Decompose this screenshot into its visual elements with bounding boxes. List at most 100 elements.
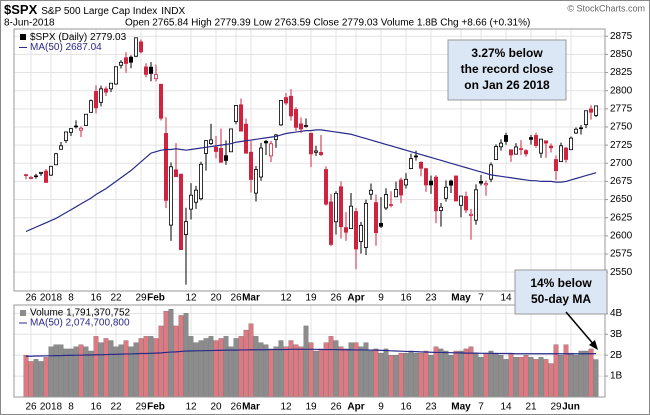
candle-body	[363, 203, 368, 248]
volume-bar	[273, 346, 279, 398]
volume-bar	[433, 346, 439, 398]
x-tick-label: 16	[90, 293, 102, 304]
candle-body	[559, 145, 564, 162]
watermark: © StockCharts.com	[567, 3, 645, 13]
volume-bar	[83, 346, 89, 398]
candle-body	[258, 147, 263, 178]
volume-bar	[238, 336, 244, 398]
volume-bar	[188, 336, 194, 398]
volume-bar	[63, 348, 69, 398]
candle-body	[524, 150, 529, 155]
legend-label: Volume 1,791,370,752	[30, 308, 131, 319]
volume-bar	[483, 352, 489, 398]
candle-body	[114, 66, 119, 85]
volume-bar	[93, 336, 99, 398]
y-tick-label: 2800	[610, 85, 633, 96]
x-tick-label: 8	[68, 402, 74, 413]
x-tick-label: 20	[210, 293, 222, 304]
x-tick-label: 16	[90, 402, 102, 413]
candle-body	[318, 152, 323, 156]
volume-bar	[528, 357, 534, 398]
candle-body	[148, 66, 153, 74]
volume-bar	[578, 350, 584, 398]
volume-bar	[323, 342, 329, 398]
volume-bar	[513, 357, 519, 398]
volume-bar	[378, 352, 384, 398]
volume-bar	[343, 348, 349, 398]
x-tick-label: 12	[185, 293, 197, 304]
x-tick-label: Jun	[562, 402, 580, 413]
volume-bar	[423, 350, 429, 398]
volume-bar	[413, 352, 419, 398]
quote: Open 2765.84 High 2779.39 Low 2763.59 Cl…	[125, 18, 530, 29]
volume-bar	[588, 348, 594, 398]
legend-label: MA(50) 2687.04	[30, 42, 102, 53]
volume-bar	[568, 352, 574, 398]
candle-body	[183, 221, 188, 235]
candle-body	[498, 142, 503, 148]
volume-bar	[48, 346, 54, 398]
candle-body	[493, 146, 498, 161]
volume-bar	[368, 350, 374, 398]
x-tick-label: Feb	[147, 402, 165, 413]
y-tick-label: 2850	[610, 49, 633, 60]
candle-body	[34, 175, 39, 178]
candle-body	[508, 149, 513, 156]
candle-body	[99, 88, 104, 103]
volume-bar	[593, 359, 599, 398]
x-tick-label: 29	[135, 293, 147, 304]
volume-bar	[308, 342, 314, 398]
candle-body	[403, 178, 408, 186]
volume-bar	[73, 346, 79, 398]
volume-bar	[518, 357, 524, 398]
x-tick-label: 9	[378, 402, 384, 413]
legend-icon	[20, 34, 26, 40]
volume-bar	[543, 359, 549, 398]
candle-body	[589, 108, 594, 113]
candle-body	[383, 194, 388, 209]
volume-bar	[373, 348, 379, 398]
candle-body	[208, 139, 213, 144]
volume-bar	[498, 355, 504, 398]
y-tick-label: 2550	[610, 267, 633, 278]
x-tick-label: 12	[280, 293, 292, 304]
candle-body	[519, 148, 524, 150]
candle-body	[478, 181, 483, 184]
x-tick-label: 23	[425, 402, 437, 413]
candle-body	[323, 169, 328, 205]
candle-body	[433, 176, 438, 212]
volume-bar	[328, 336, 334, 398]
volume-bar	[283, 346, 289, 398]
ma-line	[25, 129, 597, 233]
x-tick-label: Apr	[347, 402, 364, 413]
candle-body	[124, 57, 129, 64]
candle-body	[223, 155, 228, 161]
candle-body	[298, 123, 303, 130]
candle-body	[308, 132, 313, 155]
volume-bar	[38, 361, 44, 398]
volume-bar	[393, 355, 399, 398]
candle-body	[143, 66, 148, 75]
y-tick-label: 1B	[610, 371, 623, 382]
volume-bar	[138, 338, 144, 398]
candle-body	[79, 127, 84, 131]
x-tick-label: 7	[478, 293, 484, 304]
volume-bar	[118, 344, 124, 398]
x-tick-label: 26	[230, 402, 242, 413]
candle-body	[408, 158, 413, 169]
x-tick-label: May	[451, 293, 471, 304]
x-tick-label: 2018	[40, 402, 63, 413]
x-tick-label: 26	[25, 402, 37, 413]
ma-line	[26, 348, 597, 357]
volume-bar	[88, 350, 94, 398]
volume-bar	[453, 350, 459, 398]
volume-bar	[298, 346, 304, 398]
y-tick-label: 2775	[610, 103, 633, 114]
candle-body	[213, 146, 218, 152]
candle-body	[158, 83, 163, 119]
x-tick-label: Mar	[242, 293, 260, 304]
candle-body	[59, 145, 64, 150]
volume-bar	[448, 355, 454, 398]
exchange: INDX	[161, 6, 185, 17]
candle-body	[218, 147, 223, 163]
